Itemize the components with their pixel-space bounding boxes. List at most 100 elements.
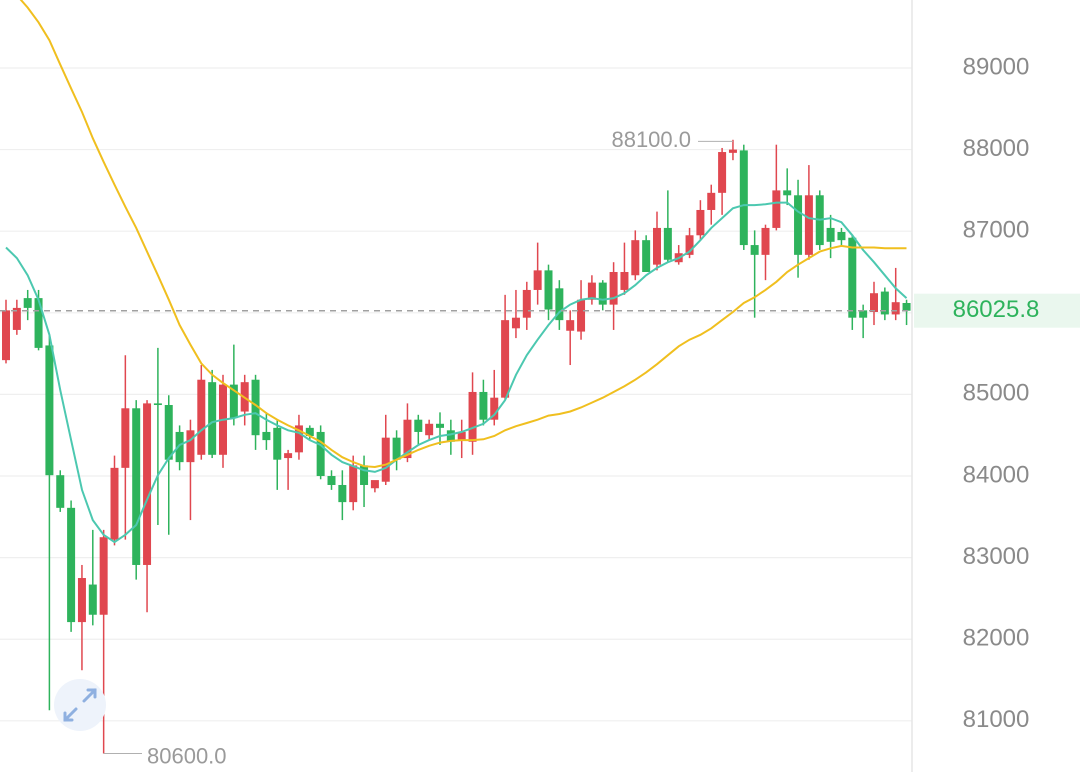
candle-body — [848, 237, 857, 318]
candle-body — [143, 403, 152, 565]
candle-body — [208, 382, 217, 455]
candle-body — [262, 431, 271, 441]
candle-body — [327, 476, 336, 485]
candle-body — [804, 195, 813, 255]
candle-body — [631, 240, 640, 276]
candle-body — [522, 289, 531, 318]
candle-body — [305, 427, 314, 437]
candle-body — [164, 405, 173, 460]
high-label: 88100.0 — [611, 127, 691, 152]
candle-body — [414, 419, 423, 432]
candle-body — [501, 320, 510, 398]
candle-body — [642, 240, 651, 272]
candle-body — [772, 190, 781, 228]
candle-body — [392, 437, 401, 460]
candle-body — [110, 467, 119, 540]
candle-body — [663, 227, 672, 260]
candle-body — [56, 475, 65, 508]
candle-body — [99, 537, 108, 615]
candle-body — [175, 431, 184, 463]
candle-body — [88, 584, 97, 615]
y-tick-label: 87000 — [963, 217, 1030, 244]
candle-body — [826, 227, 835, 242]
candle-body — [436, 423, 444, 428]
candle-body — [457, 431, 466, 441]
candle-body — [425, 423, 434, 436]
candle-body — [707, 192, 716, 210]
last-price-label: 86025.8 — [953, 296, 1040, 323]
candle-body — [294, 425, 303, 453]
candle-body — [859, 310, 868, 318]
candle-body — [880, 291, 889, 315]
candle-body — [653, 227, 661, 265]
candle-body — [891, 302, 900, 315]
candle-body — [370, 480, 379, 489]
candle-body — [794, 195, 803, 255]
candle-body — [837, 232, 846, 241]
candle-body — [153, 403, 162, 406]
candle-body — [783, 190, 792, 196]
candle-body — [577, 299, 586, 332]
candle-body — [587, 282, 596, 300]
low-label: 80600.0 — [147, 743, 227, 768]
candle-body — [273, 427, 282, 460]
candle-body — [132, 408, 141, 565]
candle-body — [360, 465, 369, 485]
candle-body — [121, 408, 130, 468]
candle-body — [761, 227, 770, 255]
candle-body — [750, 245, 759, 255]
y-tick-label: 85000 — [963, 380, 1030, 407]
plot-area — [2, 0, 911, 754]
y-tick-label: 82000 — [963, 625, 1030, 652]
candle-body — [728, 149, 737, 153]
candle-body — [349, 465, 358, 503]
candle-body — [23, 298, 32, 308]
candle-body — [566, 320, 575, 331]
candle-body — [67, 507, 76, 623]
candle-body — [186, 430, 195, 463]
expand-icon-bg[interactable] — [54, 679, 106, 731]
candle-body — [338, 484, 347, 503]
candle-body — [34, 298, 43, 348]
candle-body — [609, 271, 618, 305]
expand-icon-glyph[interactable] — [63, 688, 97, 722]
candle-body — [511, 317, 520, 329]
candle-body — [620, 271, 629, 290]
candle-body — [479, 391, 488, 420]
candle-body — [229, 384, 238, 419]
expand-icon[interactable] — [54, 679, 106, 731]
y-tick-label: 81000 — [963, 706, 1030, 733]
candle-body — [2, 310, 10, 361]
moving-average-line — [19, 0, 907, 469]
candle-body — [468, 391, 477, 442]
candle-body — [197, 379, 206, 455]
candle-body — [598, 282, 607, 305]
candle-body — [45, 345, 54, 476]
candle-body — [870, 293, 878, 312]
y-tick-label: 89000 — [963, 53, 1030, 80]
y-tick-label: 84000 — [963, 461, 1030, 488]
candle-body — [316, 431, 325, 477]
candle-body — [251, 379, 260, 436]
candle-body — [490, 397, 499, 420]
last-price-badge — [914, 293, 1080, 328]
moving-average-line — [5, 201, 908, 544]
candle-body — [739, 150, 748, 246]
candle-body — [902, 303, 911, 311]
candle-body — [77, 578, 86, 623]
grid — [0, 67, 912, 722]
candle-body — [12, 307, 21, 330]
candle-body — [696, 209, 705, 236]
candle-body — [685, 235, 694, 255]
candle-body — [446, 430, 455, 442]
candle-body — [544, 270, 553, 310]
price-axis: 8100082000830008400085000860008700088000… — [963, 53, 1030, 733]
y-tick-label: 83000 — [963, 543, 1030, 570]
candle-body — [284, 453, 293, 459]
y-tick-label: 88000 — [963, 135, 1030, 162]
candle-body — [718, 152, 727, 193]
candle-body — [533, 270, 542, 290]
candle-body — [381, 437, 390, 482]
candle-body — [403, 419, 412, 459]
